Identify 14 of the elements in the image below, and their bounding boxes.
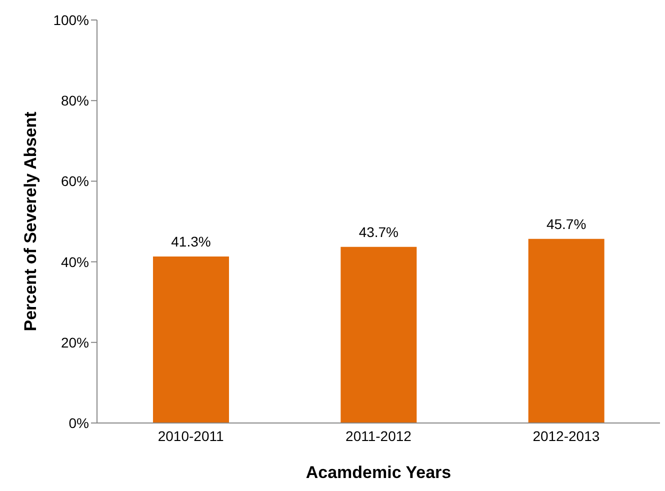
y-tick-label: 20% [60, 334, 89, 350]
y-axis-title: Percent of Severely Absent [21, 111, 40, 332]
x-tick-label: 2012-2013 [532, 428, 600, 444]
x-axis-title: Acamdemic Years [306, 463, 452, 482]
y-tick-label: 80% [60, 92, 89, 109]
y-tick-label: 60% [60, 173, 89, 190]
data-label: 43.7% [358, 224, 399, 240]
data-label: 45.7% [546, 216, 586, 232]
x-tick-label: 2011-2012 [346, 428, 412, 444]
y-tick-label: 40% [60, 254, 89, 270]
y-tick-label: 0% [68, 414, 89, 431]
data-label: 41.3% [171, 234, 211, 250]
x-tick-label: 2010-2011 [158, 428, 224, 444]
y-tick-label: 100% [53, 12, 89, 28]
